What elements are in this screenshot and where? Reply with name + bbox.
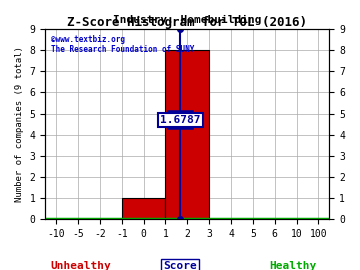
Text: Score: Score	[163, 261, 197, 270]
Y-axis label: Number of companies (9 total): Number of companies (9 total)	[15, 46, 24, 202]
Text: Industry: Homebuilding: Industry: Homebuilding	[113, 15, 261, 25]
Text: ©www.textbiz.org
The Research Foundation of SUNY: ©www.textbiz.org The Research Foundation…	[51, 35, 194, 54]
Bar	[165, 50, 209, 219]
Bar	[122, 198, 165, 219]
Text: 1.6787: 1.6787	[160, 115, 201, 125]
Text: Unhealthy: Unhealthy	[50, 261, 111, 270]
Text: Healthy: Healthy	[270, 261, 317, 270]
Title: Z-Score Histogram for TOL (2016): Z-Score Histogram for TOL (2016)	[67, 16, 307, 29]
